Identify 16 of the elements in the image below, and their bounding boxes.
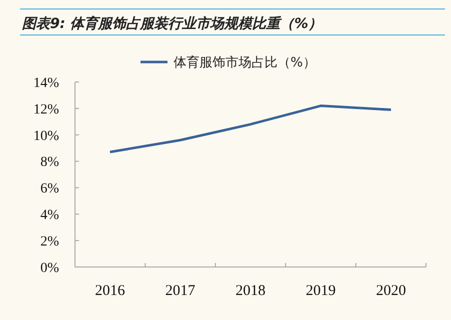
- x-tick-label: 2017: [165, 283, 196, 299]
- x-tick-label: 2016: [95, 283, 126, 299]
- y-tick-label: 8%: [40, 155, 60, 170]
- y-tick-label: 0%: [40, 260, 60, 276]
- y-tick-label: 2%: [40, 234, 60, 250]
- chart-title: 图表9: 体育服饰占服装行业市场规模比重（%）: [22, 15, 322, 32]
- y-tick-label: 10%: [33, 128, 60, 144]
- line-series: [108, 104, 392, 154]
- legend-label: 体育服饰市场占比（%）: [174, 54, 316, 71]
- y-tick-label: 6%: [40, 182, 60, 197]
- x-tick-label: 2019: [306, 283, 336, 299]
- y-tick-label: 4%: [40, 208, 60, 224]
- x-tick-label: 2018: [236, 283, 266, 299]
- y-tick-label: 14%: [33, 76, 60, 91]
- y-tick-label: 12%: [33, 102, 60, 118]
- x-tick-label: 2020: [376, 283, 406, 299]
